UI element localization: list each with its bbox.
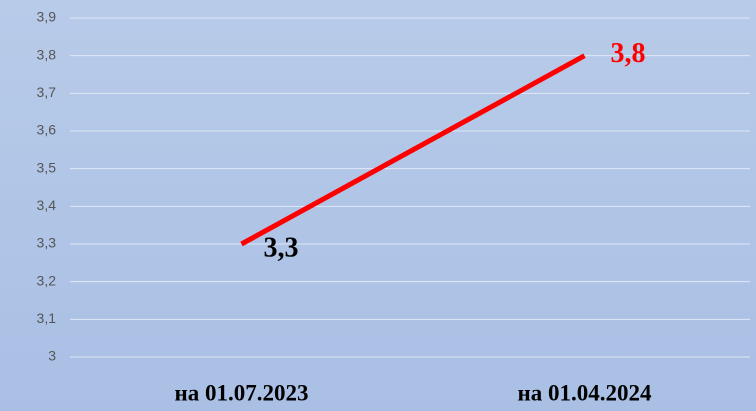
y-tick-label: 3,1 bbox=[37, 310, 57, 326]
data-label: 3,8 bbox=[611, 38, 646, 69]
x-tick-label: на 01.04.2024 bbox=[517, 380, 652, 405]
x-tick-label: на 01.07.2023 bbox=[174, 380, 308, 405]
y-tick-label: 3,6 bbox=[37, 122, 57, 138]
data-line bbox=[240, 53, 586, 247]
y-tick-label: 3,7 bbox=[37, 84, 57, 100]
y-tick-label: 3,2 bbox=[37, 272, 57, 288]
y-tick-label: 3,8 bbox=[37, 46, 57, 62]
y-tick-label: 3 bbox=[48, 348, 56, 364]
data-label: 3,3 bbox=[264, 232, 299, 263]
y-tick-label: 3,3 bbox=[37, 235, 57, 251]
y-tick-label: 3,5 bbox=[37, 159, 57, 175]
y-tick-label: 3,9 bbox=[37, 9, 57, 25]
y-tick-label: 3,4 bbox=[37, 197, 57, 213]
